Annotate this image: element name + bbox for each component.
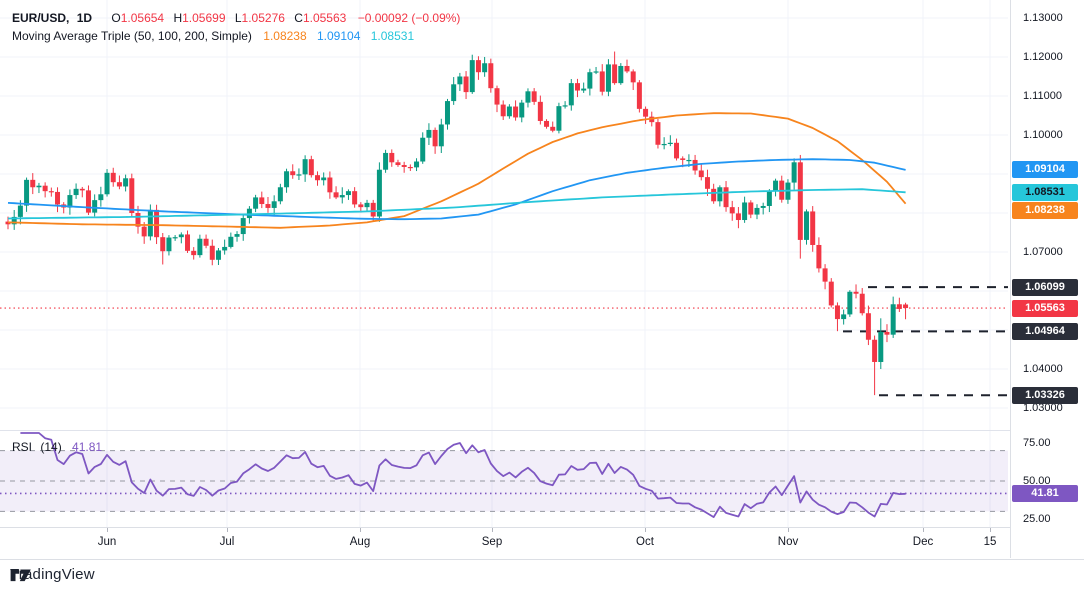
ma-price-badge: 1.08531: [1012, 183, 1078, 201]
price-axis[interactable]: 1.130001.120001.110001.100001.090001.080…: [1010, 0, 1084, 558]
close-key: C: [294, 11, 303, 25]
level-price-badge: 1.04964: [1012, 322, 1078, 340]
ma-200-line: [7, 188, 906, 220]
rsi-line: [20, 432, 906, 518]
level-lines[interactable]: [0, 286, 1008, 397]
low-key: L: [234, 11, 242, 25]
candles-series: [5, 51, 909, 396]
ma-legend: Moving Average Triple (50, 100, 200, Sim…: [12, 29, 421, 43]
low-value: 1.05276: [241, 11, 285, 25]
rsi-legend: RSI (14) 41.81: [12, 440, 102, 454]
time-axis-tick: [788, 528, 789, 532]
ma-100-line: [7, 158, 906, 221]
rsi-axis-label: 75.00: [1023, 436, 1051, 449]
ma100-value: 1.09104: [317, 29, 361, 43]
time-axis-label: Jul: [219, 536, 235, 548]
time-axis-label: Jun: [97, 536, 117, 548]
rsi-axis-label: 25.00: [1023, 512, 1051, 525]
time-axis-tick: [360, 528, 361, 532]
high-key: H: [173, 11, 183, 25]
time-axis-label: Dec: [912, 536, 934, 548]
time-axis-tick: [107, 528, 108, 532]
ma-price-badge: 1.09104: [1012, 161, 1078, 179]
tradingview-logo[interactable]: TradingView: [10, 566, 95, 583]
main-chart-surface[interactable]: [0, 0, 1010, 431]
high-value: 1.05699: [182, 11, 226, 25]
rsi-legend-label[interactable]: RSI: [12, 440, 33, 454]
level-price-badge: 1.06099: [1012, 278, 1078, 296]
close-value: 1.05563: [302, 11, 347, 25]
time-axis-label: Nov: [777, 536, 799, 548]
time-axis[interactable]: Jun Jul Aug Sep Oct Nov Dec 15: [0, 527, 1084, 560]
rsi-panel-surface[interactable]: [0, 431, 1010, 527]
price-axis-label: 1.10000: [1023, 128, 1063, 141]
timeframe-label[interactable]: 1D: [76, 11, 93, 25]
price-axis-label: 1.04000: [1023, 362, 1063, 375]
price-axis-label: 1.13000: [1023, 11, 1063, 24]
rsi-axis-label: 50.00: [1023, 474, 1051, 487]
ma-legend-label[interactable]: Moving Average Triple (50, 100, 200, Sim…: [12, 29, 252, 43]
price-axis-label: 1.07000: [1023, 245, 1063, 258]
last-price-badge: 1.05563: [1012, 299, 1078, 317]
ma-price-badge: 1.08238: [1012, 201, 1078, 219]
ma-50-line: [7, 112, 907, 229]
time-axis-label: Oct: [636, 536, 654, 548]
time-axis-tick: [990, 528, 991, 532]
ma50-value: 1.08238: [263, 29, 307, 43]
symbol-legend: EUR/USD, 1D O1.05654 H1.05699 L1.05276 C…: [12, 11, 460, 25]
rsi-legend-params: (14): [40, 440, 62, 454]
tradingview-logo-icon: [10, 569, 31, 581]
time-axis-tick: [645, 528, 646, 532]
rsi-legend-value: 41.81: [72, 440, 103, 454]
open-key: O: [111, 11, 121, 25]
panel-separator[interactable]: [0, 430, 1084, 431]
price-axis-label: 1.03000: [1023, 401, 1063, 414]
time-axis-label: 15: [983, 536, 997, 548]
time-axis-tick: [923, 528, 924, 532]
open-value: 1.05654: [120, 11, 165, 25]
tradingview-logo-text: TradingView: [10, 566, 95, 583]
time-axis-label: Sep: [481, 536, 503, 548]
level-price-badge: 1.03326: [1012, 386, 1078, 404]
symbol-name[interactable]: EUR/USD,: [12, 11, 70, 25]
time-axis-tick: [492, 528, 493, 532]
rsi-value-badge: 41.81: [1012, 484, 1078, 502]
time-axis-label: Aug: [349, 536, 371, 548]
price-axis-label: 1.11000: [1023, 89, 1062, 102]
ma200-value: 1.08531: [370, 29, 415, 43]
change-value: −0.00092 (−0.09%): [357, 11, 461, 25]
time-axis-tick: [227, 528, 228, 532]
price-axis-label: 1.12000: [1023, 50, 1063, 63]
